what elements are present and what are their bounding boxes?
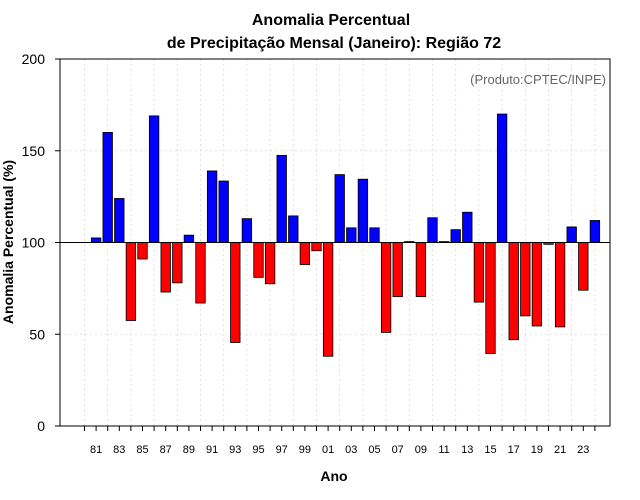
xtick-label-85: 85 — [136, 444, 148, 456]
bar-03 — [346, 227, 357, 243]
xtick-label-05: 05 — [368, 444, 380, 456]
bar-17 — [508, 242, 519, 341]
bar-09 — [415, 242, 427, 298]
xtick-label-07: 07 — [392, 444, 404, 456]
bar-22 — [566, 226, 577, 243]
x-axis-label: Ano — [320, 468, 347, 484]
bar-90 — [195, 242, 206, 304]
xtick-label-95: 95 — [252, 444, 264, 456]
bar-95 — [253, 242, 264, 278]
ytick-label-50: 50 — [29, 326, 45, 342]
bar-89 — [183, 234, 195, 243]
bar-21 — [554, 242, 566, 328]
ytick-label-100: 100 — [22, 235, 46, 251]
bar-16 — [496, 113, 508, 243]
bar-82 — [102, 131, 113, 243]
credit-label: (Produto:CPTEC/INPE) — [470, 72, 606, 87]
bar-02 — [334, 174, 345, 243]
ytick-label-0: 0 — [37, 418, 45, 434]
xtick-label-03: 03 — [345, 444, 357, 456]
xtick-label-21: 21 — [554, 444, 566, 456]
x-axis-ticks: 81 83 85 87 89 91 93 95 97 99 01 03 05 07 09 11 13 15 17 19… — [84, 426, 596, 456]
chart-subtitle: de Precipitação Mensal (Janeiro): Região… — [167, 35, 501, 52]
bar-91 — [206, 170, 218, 243]
bar-05 — [369, 227, 380, 243]
bar-00 — [311, 242, 322, 252]
bar-10 — [427, 217, 438, 243]
bar-86 — [148, 115, 160, 243]
bar-96 — [264, 242, 276, 285]
bar-87 — [160, 242, 171, 293]
y-axis-ticks: 0 50 100 150 200 — [22, 51, 60, 434]
bar-15 — [485, 242, 496, 354]
chart-title: Anomalia Percentual — [252, 12, 410, 29]
bar-06 — [380, 242, 392, 333]
xtick-label-89: 89 — [183, 444, 195, 456]
bar-19 — [531, 242, 543, 327]
xtick-label-01: 01 — [322, 444, 334, 456]
xtick-label-87: 87 — [160, 444, 172, 456]
bar-23 — [578, 242, 589, 291]
xtick-label-81: 81 — [90, 444, 102, 456]
y-axis-label: Anomalia Percentual (%) — [0, 160, 16, 324]
bar-18 — [520, 242, 531, 317]
bar-13 — [462, 211, 473, 243]
xtick-label-11: 11 — [438, 444, 449, 456]
xtick-label-93: 93 — [229, 444, 241, 456]
bar-83 — [114, 198, 125, 243]
bar-99 — [299, 242, 311, 265]
bar-94 — [241, 218, 253, 243]
bar-14 — [473, 242, 485, 303]
xtick-label-99: 99 — [299, 444, 311, 456]
xtick-label-15: 15 — [484, 444, 496, 456]
xtick-label-23: 23 — [577, 444, 589, 456]
xtick-label-91: 91 — [206, 444, 218, 456]
xtick-label-17: 17 — [508, 444, 520, 456]
ytick-label-150: 150 — [22, 143, 46, 159]
xtick-label-97: 97 — [276, 444, 288, 456]
bar-98 — [288, 215, 299, 243]
gridlines — [60, 58, 610, 427]
bar-01 — [322, 242, 334, 357]
bar-07 — [392, 242, 403, 298]
bars — [90, 113, 601, 357]
bar-81 — [90, 237, 102, 243]
bar-04 — [357, 178, 369, 243]
xtick-label-13: 13 — [461, 444, 473, 456]
bar-88 — [172, 242, 183, 284]
bar-92 — [218, 180, 229, 243]
bar-12 — [450, 229, 461, 243]
bar-93 — [230, 242, 241, 343]
xtick-label-09: 09 — [415, 444, 427, 456]
bar-24 — [589, 220, 601, 243]
bar-84 — [125, 242, 137, 321]
ytick-label-200: 200 — [22, 51, 46, 67]
xtick-label-83: 83 — [113, 444, 125, 456]
xtick-label-19: 19 — [531, 444, 543, 456]
bar-97 — [276, 154, 287, 243]
bar-85 — [137, 242, 148, 260]
